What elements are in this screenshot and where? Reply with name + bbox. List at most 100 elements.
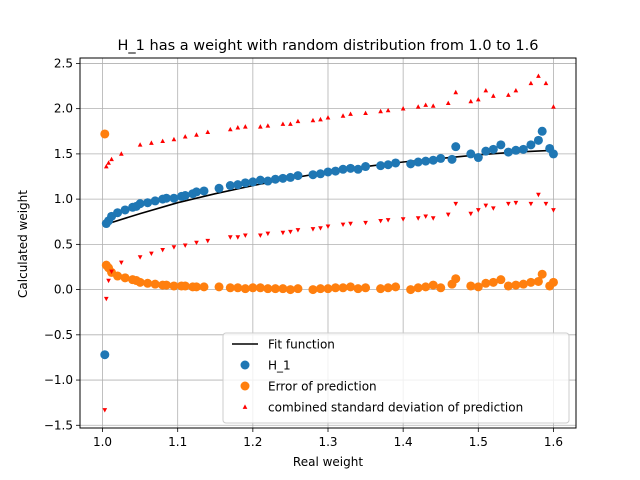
std-upper-marker [242, 124, 248, 129]
std-upper-marker [106, 160, 111, 165]
data-point [293, 284, 303, 294]
std-upper-marker [280, 121, 286, 126]
std-upper-marker [475, 97, 481, 102]
data-point [285, 285, 295, 295]
data-point [113, 271, 123, 281]
data-point [436, 283, 446, 293]
data-point [473, 153, 483, 163]
std-lower-marker [363, 220, 368, 226]
data-point [526, 277, 536, 287]
data-point [135, 277, 145, 287]
std-upper-marker [340, 113, 346, 118]
data-point [428, 280, 438, 290]
data-point [233, 283, 243, 293]
std-lower-marker [106, 278, 111, 284]
std-lower-marker [295, 228, 301, 233]
data-point [383, 160, 393, 170]
std-lower-marker [536, 192, 541, 198]
data-point [511, 280, 521, 290]
std-lower-marker [242, 233, 248, 238]
x-tick-label: 1.4 [394, 435, 413, 449]
legend-label: Error of prediction [268, 380, 377, 394]
data-point [248, 177, 258, 187]
y-axis-label: Calculated weight [16, 190, 30, 298]
legend-item: H_1 [240, 359, 291, 373]
std-lower-marker [182, 243, 188, 248]
x-tick-label: 1.1 [168, 435, 187, 449]
std-lower-marker [310, 227, 316, 232]
data-point [346, 163, 356, 173]
std-upper-marker [430, 103, 436, 108]
data-point [143, 278, 153, 288]
std-upper-marker [194, 132, 199, 137]
data-point [308, 285, 318, 295]
std-lower-marker [205, 238, 211, 244]
std-lower-marker [160, 247, 166, 253]
std-lower-marker [490, 206, 496, 211]
std-upper-marker [400, 106, 406, 111]
legend-label: combined standard deviation of predictio… [268, 401, 523, 415]
data-point [263, 176, 273, 186]
data-point [180, 281, 190, 291]
std-lower-marker [513, 200, 519, 206]
std-lower-marker [348, 221, 353, 227]
x-axis-label: Real weight [293, 455, 363, 469]
legend-label: Fit function [268, 338, 335, 352]
std-upper-marker [265, 123, 271, 128]
std-upper-marker [415, 104, 421, 109]
data-point [496, 140, 506, 150]
std-upper-marker [483, 87, 489, 93]
data-point [161, 193, 171, 203]
std-upper-marker [137, 142, 143, 147]
data-point [376, 161, 386, 171]
std-upper-marker [536, 73, 541, 78]
std-lower-marker [551, 208, 556, 213]
std-lower-marker [430, 216, 436, 221]
y-tick-label: 2.0 [54, 102, 73, 116]
y-tick-label: 2.5 [54, 56, 73, 70]
data-point [191, 282, 201, 292]
std-upper-marker [310, 117, 316, 123]
data-point [255, 175, 265, 185]
std-upper-marker [513, 87, 519, 93]
data-point [391, 282, 401, 292]
data-point [315, 284, 325, 294]
data-point [533, 135, 543, 145]
data-point [488, 144, 498, 154]
data-point [240, 284, 250, 294]
data-point [503, 147, 513, 157]
std-upper-marker [490, 93, 496, 98]
data-point [496, 275, 506, 285]
std-upper-marker [468, 98, 474, 104]
x-tick-label: 1.3 [318, 435, 337, 449]
legend-triangle-swatch [242, 404, 248, 409]
data-point [323, 167, 333, 177]
data-point [308, 170, 318, 180]
y-tick-label: −0.5 [44, 328, 73, 342]
data-point [548, 277, 558, 287]
std-upper-marker [528, 80, 534, 86]
data-point [248, 283, 258, 293]
data-point [447, 154, 457, 164]
std-upper-marker [551, 104, 556, 109]
std-lower-marker [102, 408, 108, 413]
data-point [120, 273, 130, 283]
std-lower-marker [483, 203, 489, 209]
data-point [518, 279, 528, 289]
std-upper-marker [318, 116, 323, 122]
y-tick-label: 0.0 [54, 283, 73, 297]
data-point [331, 166, 341, 176]
data-point [100, 350, 110, 360]
data-point [338, 283, 348, 293]
std-lower-marker [258, 233, 263, 238]
std-upper-marker [160, 138, 166, 144]
std-lower-marker [288, 229, 293, 235]
legend-circle-swatch [240, 381, 250, 391]
data-point [518, 144, 528, 154]
std-upper-marker [543, 80, 549, 86]
std-lower-marker [378, 219, 383, 224]
data-point [511, 145, 521, 155]
std-upper-marker [348, 111, 353, 116]
std-lower-marker [475, 208, 481, 213]
